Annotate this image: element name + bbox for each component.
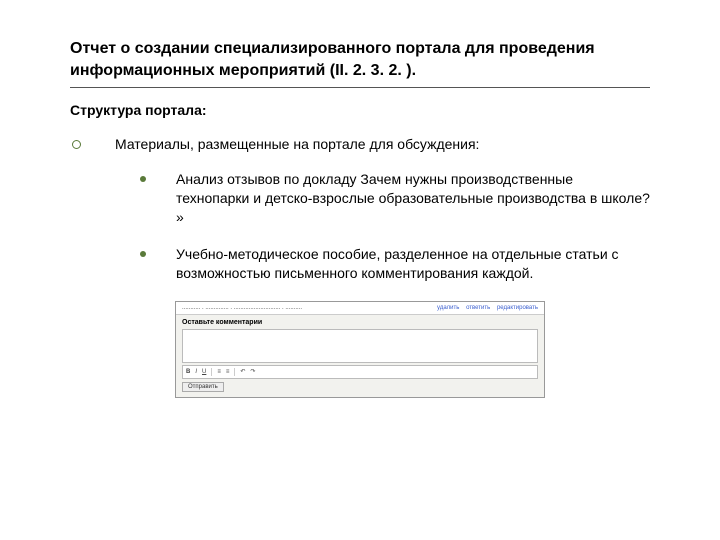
comment-form-label: Оставьте комментарии — [176, 315, 544, 329]
level2-text: Учебно-методическое пособие, разделенное… — [176, 245, 650, 283]
level2-item: Учебно-методическое пособие, разделенное… — [70, 245, 650, 283]
undo-button[interactable]: ↶ — [240, 368, 245, 375]
comment-meta: ........... . .............. . .........… — [182, 305, 302, 311]
list-ordered-button[interactable]: ≡ — [217, 369, 221, 375]
comment-header: ........... . .............. . .........… — [176, 302, 544, 315]
slide-title: Отчет о создании специализированного пор… — [70, 38, 650, 88]
reply-link[interactable]: ответить — [466, 305, 490, 311]
level1-item: Материалы, размещенные на портале для об… — [70, 136, 650, 152]
dot-bullet-icon — [140, 251, 146, 257]
delete-link[interactable]: удалить — [437, 305, 459, 311]
comment-form-panel: ........... . .............. . .........… — [175, 301, 545, 398]
level1-text: Материалы, размещенные на портале для об… — [115, 136, 479, 152]
slide-subtitle: Структура портала: — [70, 102, 650, 118]
toolbar-separator — [211, 368, 212, 376]
level2-item: Анализ отзывов по докладу Зачем нужны пр… — [70, 170, 650, 227]
circle-bullet-icon — [72, 140, 81, 149]
bold-button[interactable]: B — [186, 369, 190, 375]
dot-bullet-icon — [140, 176, 146, 182]
list-unordered-button[interactable]: ≡ — [226, 369, 230, 375]
comment-textarea[interactable] — [182, 329, 538, 363]
toolbar-separator — [234, 368, 235, 376]
italic-button[interactable]: I — [195, 369, 197, 375]
editor-toolbar: B I U ≡ ≡ ↶ ↷ — [182, 365, 538, 379]
submit-button[interactable]: Отправить — [182, 382, 224, 392]
embedded-screenshot: ........... . .............. . .........… — [70, 301, 650, 398]
level2-text: Анализ отзывов по докладу Зачем нужны пр… — [176, 170, 650, 227]
edit-link[interactable]: редактировать — [497, 305, 538, 311]
underline-button[interactable]: U — [202, 369, 206, 375]
redo-button[interactable]: ↷ — [250, 368, 255, 375]
comment-actions: удалить ответить редактировать — [432, 305, 538, 311]
